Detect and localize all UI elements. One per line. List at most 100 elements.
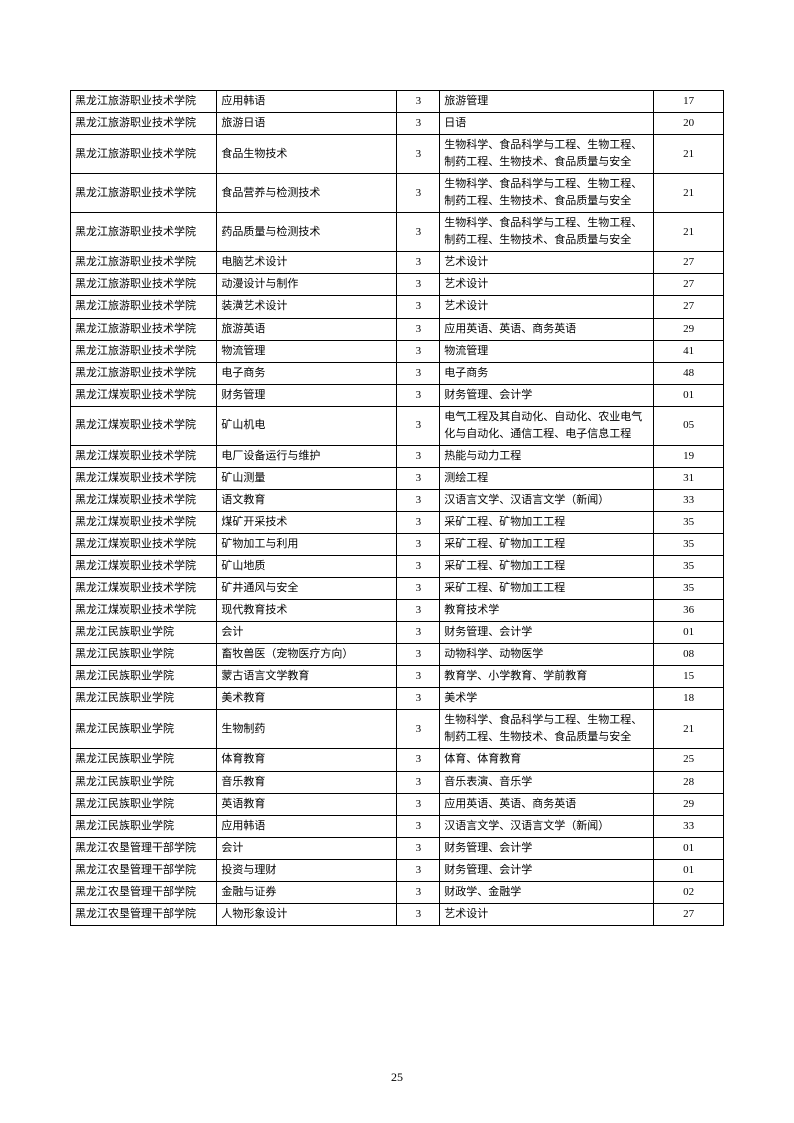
table-row: 黑龙江民族职业学院美术教育3美术学18 [71,688,724,710]
table-cell: 黑龙江民族职业学院 [71,793,217,815]
table-cell: 装潢艺术设计 [217,296,397,318]
table-cell: 美术教育 [217,688,397,710]
table-cell: 29 [654,793,724,815]
table-cell: 黑龙江煤炭职业技术学院 [71,511,217,533]
table-row: 黑龙江民族职业学院应用韩语3汉语言文学、汉语言文学（新闻）33 [71,815,724,837]
table-cell: 3 [397,318,440,340]
table-cell: 黑龙江煤炭职业技术学院 [71,600,217,622]
table-cell: 财务管理、会计学 [440,622,654,644]
table-cell: 02 [654,881,724,903]
table-cell: 3 [397,274,440,296]
table-cell: 采矿工程、矿物加工工程 [440,578,654,600]
table-cell: 应用韩语 [217,815,397,837]
table-cell: 生物制药 [217,710,397,749]
table-row: 黑龙江民族职业学院英语教育3应用英语、英语、商务英语29 [71,793,724,815]
table-cell: 黑龙江旅游职业技术学院 [71,213,217,252]
table-cell: 黑龙江煤炭职业技术学院 [71,467,217,489]
table-cell: 黑龙江旅游职业技术学院 [71,340,217,362]
page-number: 25 [0,1070,794,1085]
table-cell: 15 [654,666,724,688]
table-cell: 黑龙江民族职业学院 [71,749,217,771]
table-cell: 3 [397,296,440,318]
table-cell: 3 [397,771,440,793]
table-cell: 3 [397,688,440,710]
table-cell: 41 [654,340,724,362]
table-cell: 21 [654,710,724,749]
table-row: 黑龙江煤炭职业技术学院煤矿开采技术3采矿工程、矿物加工工程35 [71,511,724,533]
table-cell: 01 [654,384,724,406]
table-cell: 黑龙江旅游职业技术学院 [71,174,217,213]
table-cell: 19 [654,445,724,467]
table-cell: 应用英语、英语、商务英语 [440,318,654,340]
table-cell: 电子商务 [217,362,397,384]
table-row: 黑龙江煤炭职业技术学院现代教育技术3教育技术学36 [71,600,724,622]
table-cell: 黑龙江煤炭职业技术学院 [71,445,217,467]
table-cell: 语文教育 [217,489,397,511]
table-cell: 3 [397,406,440,445]
table-cell: 应用韩语 [217,91,397,113]
table-cell: 黑龙江民族职业学院 [71,771,217,793]
table-cell: 36 [654,600,724,622]
table-cell: 3 [397,666,440,688]
table-cell: 黑龙江农垦管理干部学院 [71,837,217,859]
table-row: 黑龙江民族职业学院体育教育3体育、体育教育25 [71,749,724,771]
table-cell: 48 [654,362,724,384]
table-cell: 财务管理、会计学 [440,384,654,406]
table-cell: 35 [654,533,724,555]
table-row: 黑龙江煤炭职业技术学院矿山地质3采矿工程、矿物加工工程35 [71,556,724,578]
table-cell: 黑龙江旅游职业技术学院 [71,135,217,174]
table-row: 黑龙江民族职业学院音乐教育3音乐表演、音乐学28 [71,771,724,793]
table-cell: 01 [654,859,724,881]
table-cell: 黑龙江煤炭职业技术学院 [71,489,217,511]
table-cell: 35 [654,556,724,578]
table-cell: 黑龙江旅游职业技术学院 [71,296,217,318]
table-cell: 旅游日语 [217,113,397,135]
table-row: 黑龙江煤炭职业技术学院电厂设备运行与维护3热能与动力工程19 [71,445,724,467]
table-cell: 汉语言文学、汉语言文学（新闻） [440,815,654,837]
table-cell: 21 [654,135,724,174]
table-cell: 艺术设计 [440,296,654,318]
table-cell: 矿山测量 [217,467,397,489]
table-cell: 27 [654,296,724,318]
table-cell: 生物科学、食品科学与工程、生物工程、制药工程、生物技术、食品质量与安全 [440,710,654,749]
table-row: 黑龙江民族职业学院畜牧兽医（宠物医疗方向）3动物科学、动物医学08 [71,644,724,666]
table-cell: 药品质量与检测技术 [217,213,397,252]
table-cell: 物流管理 [440,340,654,362]
table-cell: 矿山地质 [217,556,397,578]
table-cell: 人物形象设计 [217,903,397,925]
table-cell: 01 [654,622,724,644]
table-row: 黑龙江旅游职业技术学院药品质量与检测技术3生物科学、食品科学与工程、生物工程、制… [71,213,724,252]
table-cell: 3 [397,174,440,213]
table-cell: 3 [397,793,440,815]
data-table: 黑龙江旅游职业技术学院应用韩语3旅游管理17黑龙江旅游职业技术学院旅游日语3日语… [70,90,724,926]
table-cell: 音乐教育 [217,771,397,793]
table-cell: 电气工程及其自动化、自动化、农业电气化与自动化、通信工程、电子信息工程 [440,406,654,445]
table-cell: 35 [654,578,724,600]
table-cell: 3 [397,749,440,771]
table-cell: 3 [397,600,440,622]
table-row: 黑龙江煤炭职业技术学院矿山测量3测绘工程31 [71,467,724,489]
table-cell: 3 [397,467,440,489]
table-row: 黑龙江旅游职业技术学院食品生物技术3生物科学、食品科学与工程、生物工程、制药工程… [71,135,724,174]
table-cell: 3 [397,511,440,533]
table-cell: 生物科学、食品科学与工程、生物工程、制药工程、生物技术、食品质量与安全 [440,174,654,213]
table-row: 黑龙江旅游职业技术学院食品营养与检测技术3生物科学、食品科学与工程、生物工程、制… [71,174,724,213]
table-cell: 黑龙江旅游职业技术学院 [71,318,217,340]
table-cell: 33 [654,489,724,511]
table-row: 黑龙江旅游职业技术学院旅游英语3应用英语、英语、商务英语29 [71,318,724,340]
table-cell: 旅游英语 [217,318,397,340]
table-cell: 体育、体育教育 [440,749,654,771]
table-cell: 3 [397,213,440,252]
table-row: 黑龙江煤炭职业技术学院语文教育3汉语言文学、汉语言文学（新闻）33 [71,489,724,511]
table-cell: 黑龙江民族职业学院 [71,815,217,837]
table-cell: 3 [397,340,440,362]
table-cell: 热能与动力工程 [440,445,654,467]
table-cell: 矿井通风与安全 [217,578,397,600]
table-cell: 31 [654,467,724,489]
table-row: 黑龙江旅游职业技术学院电子商务3电子商务48 [71,362,724,384]
table-cell: 日语 [440,113,654,135]
table-cell: 电厂设备运行与维护 [217,445,397,467]
table-cell: 21 [654,174,724,213]
table-row: 黑龙江旅游职业技术学院动漫设计与制作3艺术设计27 [71,274,724,296]
table-cell: 汉语言文学、汉语言文学（新闻） [440,489,654,511]
